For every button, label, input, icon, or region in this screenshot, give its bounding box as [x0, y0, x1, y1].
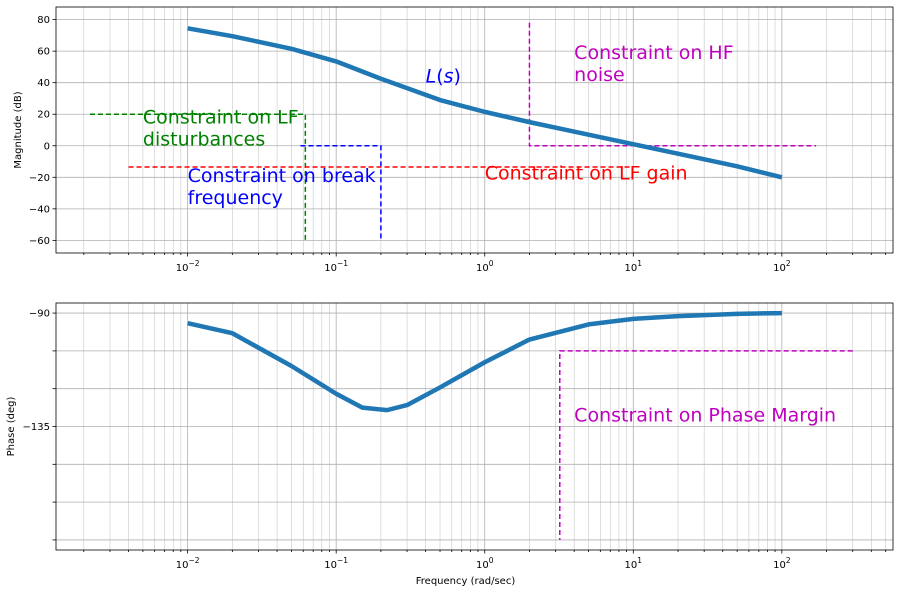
- y-tick-label: −20: [29, 173, 50, 184]
- x-tick-label: 100: [476, 259, 494, 274]
- response-curve: [187, 310, 782, 413]
- x-axis-label: Frequency (rad/sec): [416, 576, 516, 587]
- x-tick-label: 100: [476, 556, 494, 571]
- response-curve: [187, 26, 783, 180]
- x-tick-label: 10−2: [176, 259, 200, 274]
- y-tick-label: −40: [29, 204, 50, 215]
- y-tick-label: −60: [29, 236, 50, 247]
- y-tick-label: −135: [23, 422, 50, 433]
- y-tick-label: 40: [37, 78, 50, 89]
- annotation-5: Constraint on LF gain: [485, 163, 688, 185]
- y-axis-label: Phase (deg): [6, 397, 17, 457]
- phase-panel: Constraint on Phase Margin 10−2 10−1 100 101…: [6, 302, 894, 587]
- y-tick-label: 60: [37, 47, 50, 58]
- y-axis-label: Magnitude (dB): [13, 91, 24, 168]
- constraint-line-1: [89, 113, 307, 241]
- x-tick-label: 101: [625, 556, 643, 571]
- magnitude-panel: L(s) Constraint on HF noise Constraint on L…: [13, 6, 894, 274]
- axes-frame: [55, 6, 894, 254]
- x-tick-label: 102: [773, 556, 791, 571]
- x-tick-label: 10−1: [324, 259, 348, 274]
- annotation-1: Constraint on Phase Margin: [574, 404, 836, 426]
- y-tick-label: −90: [29, 309, 50, 320]
- annotation-3: Constraint on LF disturbances: [143, 107, 299, 151]
- constraint-line-1: [559, 350, 853, 540]
- annotation-4: Constraint on break frequency: [188, 165, 376, 209]
- y-tick-label: 20: [37, 110, 50, 121]
- constraint-line-2: [300, 145, 382, 241]
- y-tick-label: 0: [44, 141, 50, 152]
- grid: [56, 303, 893, 550]
- x-tick-label: 10−1: [324, 556, 348, 571]
- x-tick-label: 102: [773, 259, 791, 274]
- x-tick-label: 10−2: [176, 556, 200, 571]
- x-tick-label: 101: [625, 259, 643, 274]
- annotation-2: Constraint on HF noise: [574, 42, 733, 86]
- constraint-line-4: [528, 22, 817, 147]
- y-tick-label: 80: [37, 15, 50, 26]
- annotation-1: L(s): [426, 66, 461, 88]
